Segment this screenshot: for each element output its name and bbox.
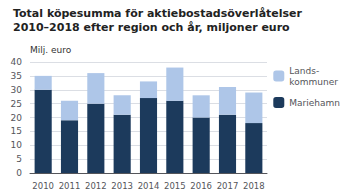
svg-text:2014: 2014 [138,181,160,191]
svg-text:2017: 2017 [217,181,239,191]
svg-text:2010: 2010 [32,181,54,191]
svg-text:Milj. euro: Milj. euro [30,45,72,55]
svg-text:40: 40 [11,57,23,67]
svg-text:kommuner: kommuner [289,77,338,87]
svg-text:2012: 2012 [85,181,107,191]
svg-text:2010–2018 efter region och år,: 2010–2018 efter region och år, miljoner … [13,21,290,34]
svg-text:0: 0 [16,168,22,178]
svg-text:Total köpesumma för aktiebosta: Total köpesumma för aktiebostadsöverlåte… [13,7,303,20]
svg-text:2011: 2011 [59,181,81,191]
svg-text:2016: 2016 [190,181,212,191]
svg-text:Mariehamn: Mariehamn [289,98,340,108]
svg-text:15: 15 [11,126,22,136]
svg-text:2015: 2015 [164,181,186,191]
svg-text:Lands-: Lands- [289,66,319,76]
svg-text:35: 35 [11,71,22,81]
svg-text:2018: 2018 [243,181,265,191]
svg-text:20: 20 [11,113,23,123]
svg-text:30: 30 [11,85,23,95]
svg-text:10: 10 [11,140,23,150]
svg-text:25: 25 [11,99,22,109]
svg-text:5: 5 [16,154,22,164]
svg-text:2013: 2013 [111,181,133,191]
